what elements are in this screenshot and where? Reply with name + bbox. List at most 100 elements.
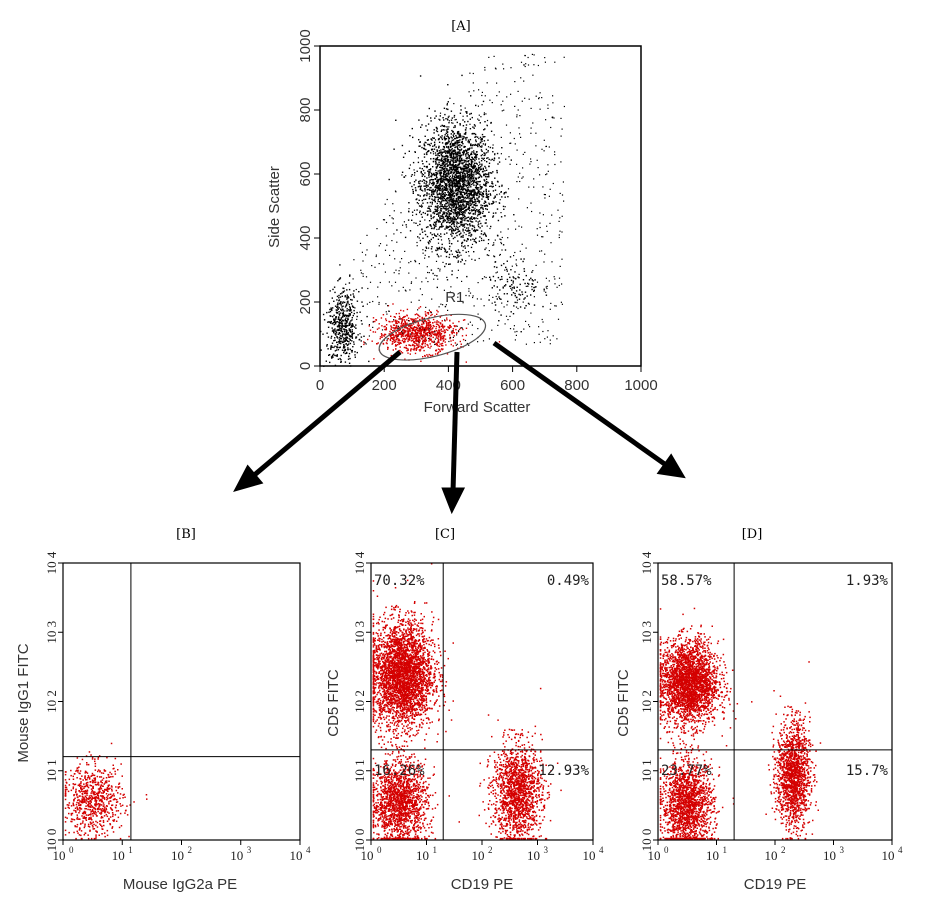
dot xyxy=(423,198,425,201)
dot xyxy=(459,150,461,152)
dot xyxy=(520,258,522,260)
dot xyxy=(471,333,473,336)
dot xyxy=(443,146,446,148)
dot xyxy=(440,205,442,207)
dot xyxy=(472,72,474,75)
dot xyxy=(432,153,435,155)
dot xyxy=(426,354,428,356)
dot xyxy=(483,129,485,131)
dot xyxy=(492,244,494,246)
dot xyxy=(444,192,446,194)
dot xyxy=(338,342,340,344)
dot xyxy=(376,228,378,230)
dot xyxy=(449,222,451,224)
dot xyxy=(412,190,414,193)
dot xyxy=(471,180,473,182)
dot xyxy=(339,277,342,279)
dot xyxy=(439,166,441,168)
dot xyxy=(425,325,428,327)
dot xyxy=(341,331,343,333)
dot xyxy=(462,138,464,140)
dot xyxy=(460,213,462,215)
dot xyxy=(351,351,353,353)
dot xyxy=(549,308,551,310)
dot xyxy=(434,178,436,180)
dot xyxy=(402,317,404,319)
dot xyxy=(450,193,453,196)
dot xyxy=(386,338,388,340)
dot xyxy=(427,185,429,187)
dot xyxy=(411,327,413,329)
dot xyxy=(442,178,444,180)
dot xyxy=(465,170,468,172)
dot xyxy=(496,95,498,97)
dot xyxy=(330,320,332,323)
dot xyxy=(427,328,429,331)
dot xyxy=(463,211,465,214)
dot xyxy=(468,234,470,237)
dot xyxy=(427,281,429,283)
dot xyxy=(452,222,454,225)
dot xyxy=(388,333,390,335)
dot xyxy=(440,176,442,178)
dot xyxy=(419,210,421,212)
dot xyxy=(512,276,514,278)
dot xyxy=(483,305,485,307)
dot xyxy=(475,154,477,156)
dot xyxy=(467,190,469,192)
dot xyxy=(353,309,355,312)
dot xyxy=(420,331,422,333)
dot xyxy=(349,314,351,317)
dot xyxy=(409,289,411,291)
dot xyxy=(350,309,352,311)
dot xyxy=(470,162,473,164)
dot xyxy=(338,278,340,281)
dot xyxy=(473,153,476,155)
dot xyxy=(455,227,457,229)
dot xyxy=(402,332,404,334)
dot xyxy=(75,788,77,791)
dot xyxy=(424,339,427,341)
dot xyxy=(375,319,377,321)
dot xyxy=(347,302,349,304)
dot xyxy=(431,332,434,334)
dot xyxy=(466,112,468,114)
dot xyxy=(82,822,84,824)
dot xyxy=(328,302,330,305)
dot xyxy=(426,188,429,191)
dot xyxy=(377,296,379,298)
panel-b: [B] Mouse IgG2a PE Mouse IgG1 FITC 10 010… xyxy=(15,527,311,893)
dot xyxy=(421,327,424,330)
dot xyxy=(365,276,368,278)
y-tick-label: 200 xyxy=(297,289,314,314)
dot xyxy=(449,263,451,265)
dot xyxy=(346,309,348,311)
dot xyxy=(445,215,447,217)
dot xyxy=(478,138,480,140)
dot xyxy=(431,328,433,330)
dot xyxy=(111,827,113,829)
dot xyxy=(445,225,448,227)
dot xyxy=(395,334,397,337)
dot xyxy=(349,329,351,331)
dot xyxy=(464,168,466,170)
dot xyxy=(441,204,444,206)
dot xyxy=(413,181,416,183)
dot xyxy=(447,309,449,311)
dot xyxy=(528,283,530,285)
dot xyxy=(519,250,521,252)
dot xyxy=(436,190,438,192)
dot xyxy=(469,292,472,294)
dot xyxy=(426,326,428,328)
dot xyxy=(470,165,472,167)
dot xyxy=(537,167,539,169)
dot xyxy=(451,205,453,207)
dot xyxy=(451,159,453,162)
dot xyxy=(430,172,433,175)
dot xyxy=(476,197,478,199)
dot xyxy=(451,200,453,202)
dot xyxy=(404,330,406,332)
dot xyxy=(510,279,513,282)
dot xyxy=(392,333,395,336)
dot xyxy=(447,141,449,143)
